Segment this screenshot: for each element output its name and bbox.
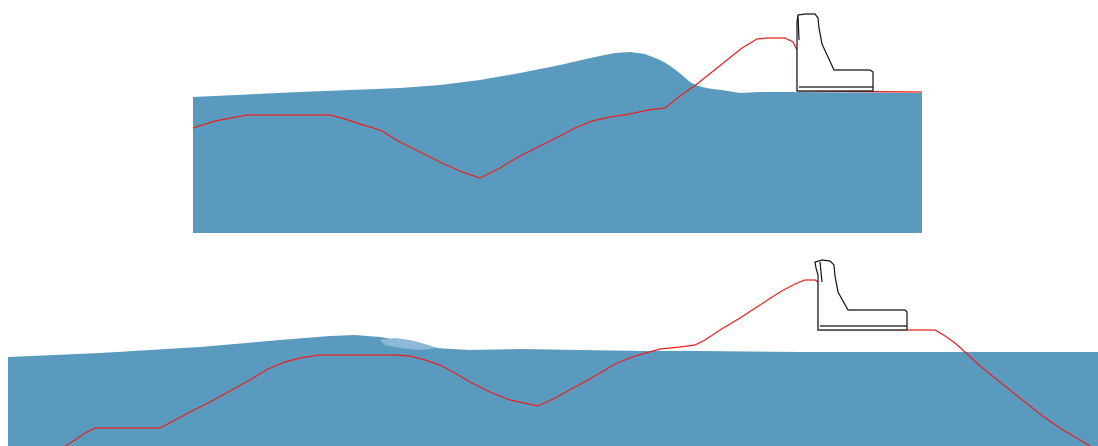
top-panel [192, 13, 923, 233]
bottom-water-body [8, 335, 1098, 446]
top-water-body [193, 52, 922, 233]
top-bed-profile [192, 37, 923, 179]
bottom-bed-profile [64, 279, 1091, 446]
bottom-panel [8, 259, 1098, 446]
bottom-crown-wall [814, 259, 908, 331]
bottom-crown-wall-inner-edge [819, 261, 907, 327]
bottom-foam-patch [380, 338, 438, 350]
top-crown-wall [796, 13, 874, 92]
top-crown-wall-inner-edge [797, 14, 873, 88]
